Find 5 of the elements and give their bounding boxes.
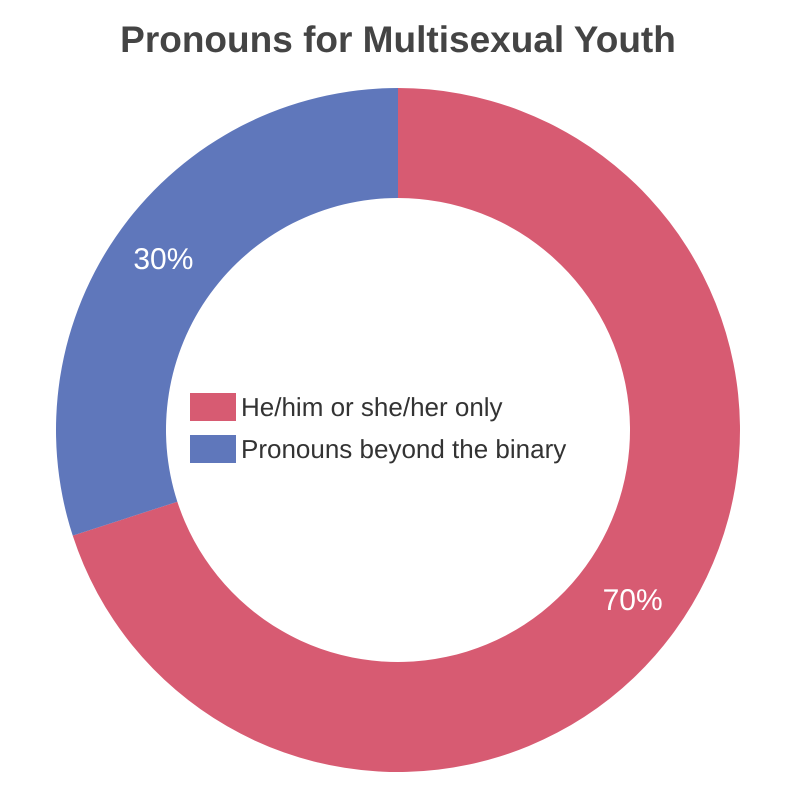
data-label: 70% — [602, 584, 663, 617]
legend-label: He/him or she/her only — [241, 392, 503, 422]
data-label: 30% — [133, 243, 194, 276]
legend-label: Pronouns beyond the binary — [241, 434, 566, 464]
chart-title: Pronouns for Multisexual Youth — [120, 19, 676, 60]
